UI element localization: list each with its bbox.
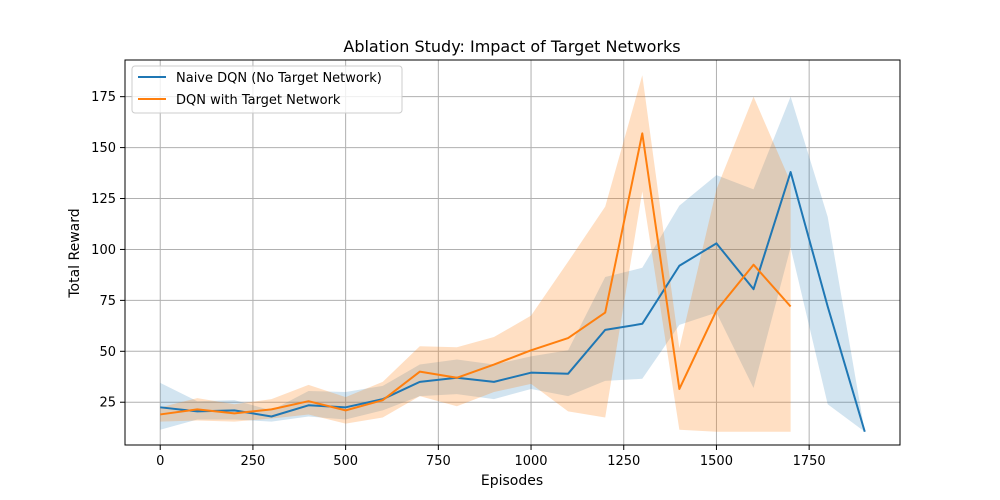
- plot-frame: [124, 59, 901, 446]
- chart-title: Ablation Study: Impact of Target Network…: [343, 37, 680, 56]
- legend: Naive DQN (No Target Network) DQN with T…: [131, 65, 403, 114]
- x-axis-label: Episodes: [481, 473, 543, 489]
- confidence-band-0: [160, 96, 865, 432]
- legend-label-naive: Naive DQN (No Target Network): [176, 71, 382, 86]
- y-axis-label: Total Reward: [67, 208, 83, 298]
- x-tick-label: 250: [241, 454, 266, 469]
- x-tick-label: 1000: [514, 454, 547, 469]
- y-tick-label: 75: [99, 294, 116, 309]
- x-tick-label: 500: [333, 454, 358, 469]
- grid: [125, 60, 900, 445]
- y-tick-label: 175: [91, 90, 116, 105]
- series-line-1: [160, 132, 792, 416]
- legend-label-target: DQN with Target Network: [176, 93, 341, 108]
- x-tick-label: 1500: [700, 454, 733, 469]
- confidence-band-1: [160, 75, 791, 432]
- x-tick-label: 1750: [793, 454, 826, 469]
- x-tick-label: 750: [426, 454, 451, 469]
- legend-box: [131, 65, 403, 114]
- y-axis-ticks: 25 50 75 100 125 150 175: [91, 90, 125, 411]
- y-tick-label: 100: [91, 243, 116, 258]
- confidence-bands: [160, 75, 865, 432]
- y-tick-label: 125: [91, 192, 116, 207]
- x-tick-label: 0: [156, 454, 164, 469]
- series-lines: [160, 132, 866, 433]
- y-tick-label: 25: [99, 396, 116, 411]
- x-tick-label: 1250: [607, 454, 640, 469]
- y-tick-label: 150: [91, 141, 116, 156]
- x-axis-ticks: 0 250 500 750 1000 1250 1500 1750: [156, 445, 826, 469]
- y-tick-label: 50: [99, 345, 116, 360]
- series-line-0: [160, 171, 866, 433]
